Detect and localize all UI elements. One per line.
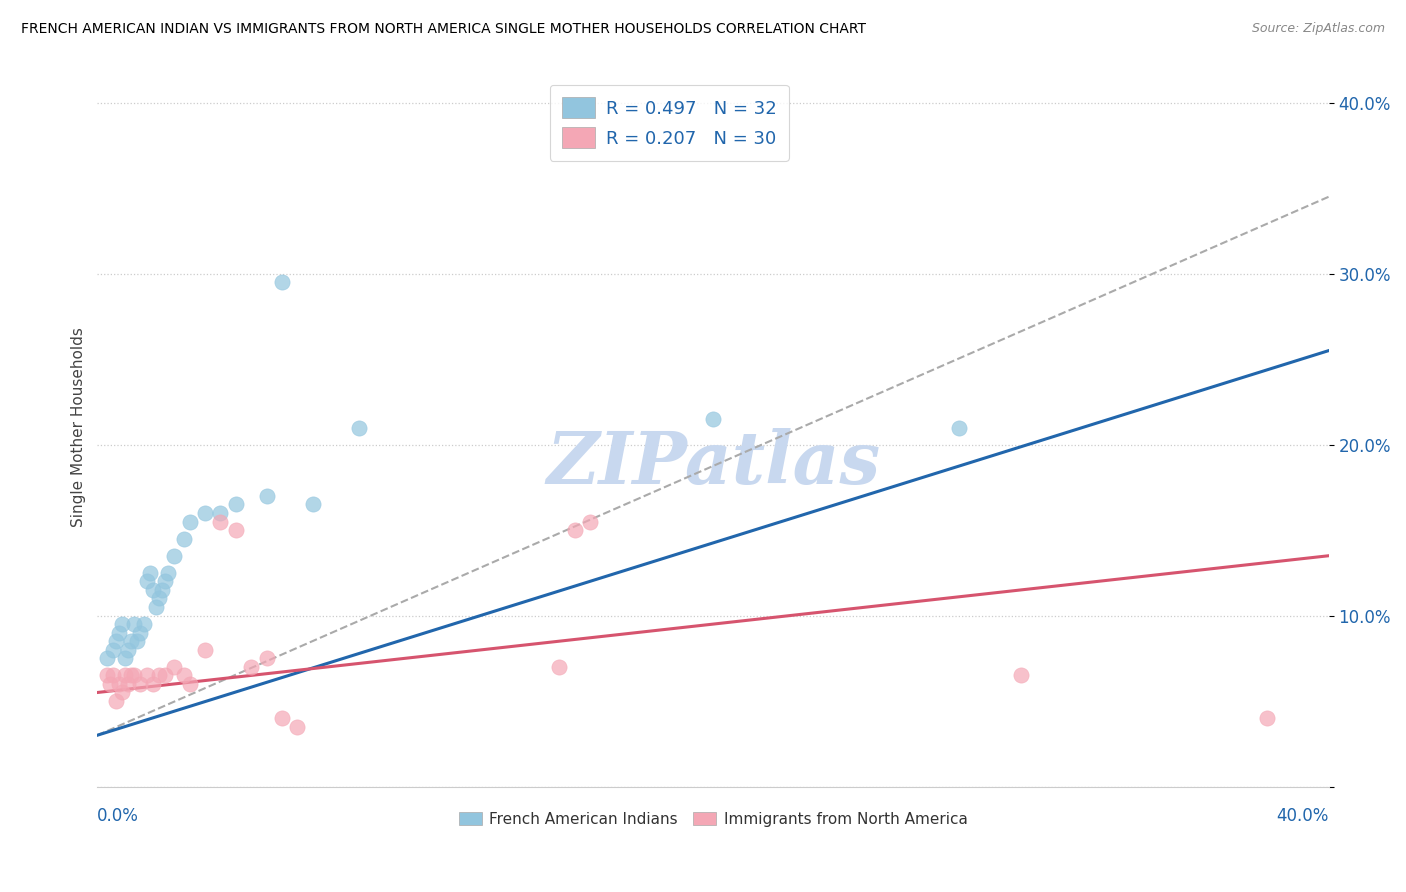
Point <box>111 685 134 699</box>
Point <box>129 677 152 691</box>
Point <box>145 600 167 615</box>
Text: 40.0%: 40.0% <box>1277 807 1329 825</box>
Text: FRENCH AMERICAN INDIAN VS IMMIGRANTS FROM NORTH AMERICA SINGLE MOTHER HOUSEHOLDS: FRENCH AMERICAN INDIAN VS IMMIGRANTS FRO… <box>21 22 866 37</box>
Point <box>157 566 180 580</box>
Point <box>173 532 195 546</box>
Point <box>142 582 165 597</box>
Point <box>114 668 136 682</box>
Point <box>209 515 232 529</box>
Point <box>702 412 724 426</box>
Point <box>1256 711 1278 725</box>
Point <box>98 677 121 691</box>
Point <box>150 582 173 597</box>
Point <box>120 668 142 682</box>
Point <box>148 591 170 606</box>
Point <box>135 574 157 589</box>
Point <box>287 720 309 734</box>
Point <box>579 515 602 529</box>
Point <box>127 634 149 648</box>
Point <box>564 523 586 537</box>
Point <box>124 617 146 632</box>
Point <box>302 498 325 512</box>
Point <box>194 642 217 657</box>
Text: 0.0%: 0.0% <box>97 807 139 825</box>
Point <box>173 668 195 682</box>
Point <box>142 677 165 691</box>
Point <box>163 660 186 674</box>
Text: ZIPatlas: ZIPatlas <box>546 428 880 499</box>
Point <box>148 668 170 682</box>
Point <box>96 651 118 665</box>
Point <box>120 634 142 648</box>
Point <box>135 668 157 682</box>
Point <box>153 574 176 589</box>
Point <box>225 498 247 512</box>
Point <box>256 651 278 665</box>
Text: Source: ZipAtlas.com: Source: ZipAtlas.com <box>1251 22 1385 36</box>
Point <box>179 677 201 691</box>
Point <box>179 515 201 529</box>
Point <box>194 506 217 520</box>
Point <box>114 651 136 665</box>
Point <box>138 566 160 580</box>
Point <box>104 634 127 648</box>
Point <box>108 625 131 640</box>
Point <box>108 677 131 691</box>
Point <box>163 549 186 563</box>
Point <box>104 694 127 708</box>
Point <box>1010 668 1032 682</box>
Point <box>124 668 146 682</box>
Point <box>948 420 970 434</box>
Point <box>101 668 124 682</box>
Y-axis label: Single Mother Households: Single Mother Households <box>72 327 86 527</box>
Point <box>209 506 232 520</box>
Point <box>256 489 278 503</box>
Point <box>225 523 247 537</box>
Point <box>548 660 571 674</box>
Point <box>111 617 134 632</box>
Point <box>271 275 294 289</box>
Point <box>271 711 294 725</box>
Point <box>117 677 139 691</box>
Point <box>101 642 124 657</box>
Point <box>96 668 118 682</box>
Point <box>347 420 370 434</box>
Point <box>132 617 155 632</box>
Legend: R = 0.497   N = 32, R = 0.207   N = 30: R = 0.497 N = 32, R = 0.207 N = 30 <box>550 85 789 161</box>
Point <box>240 660 263 674</box>
Point <box>129 625 152 640</box>
Point <box>117 642 139 657</box>
Point <box>153 668 176 682</box>
